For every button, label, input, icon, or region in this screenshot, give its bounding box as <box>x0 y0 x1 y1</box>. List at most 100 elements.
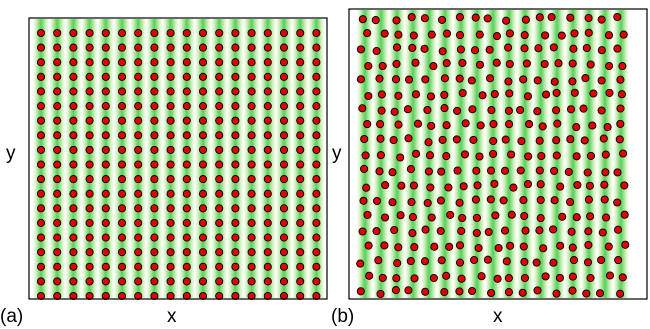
panel-b-particle <box>541 31 550 40</box>
panel-a-particle <box>53 204 62 213</box>
panel-a-particle <box>101 233 110 242</box>
panel-b-particle <box>502 16 511 25</box>
panel-b-particle <box>483 255 492 264</box>
panel-b-particle <box>605 61 614 71</box>
panel-a-particle <box>263 28 272 38</box>
panel-a-particle <box>166 28 175 38</box>
panel-b-particle <box>550 166 559 175</box>
panel-b-particle <box>460 150 470 159</box>
panel-b-particle <box>580 136 589 145</box>
panel-b-particle <box>360 134 369 144</box>
panel-a-particle <box>36 145 46 154</box>
panel-a-particle <box>117 58 127 67</box>
panel-a-particle <box>279 102 289 111</box>
panel-b-particle <box>396 211 405 220</box>
panel-a-particle <box>198 116 208 125</box>
panel-a-particle <box>198 218 208 227</box>
panel-a-particle <box>85 233 94 242</box>
panel-a-particle <box>182 175 191 184</box>
panel-b-particle <box>519 196 528 205</box>
panel-a-particle <box>198 87 208 96</box>
panel-a-particle <box>53 189 62 198</box>
panel-a-particle <box>312 277 321 286</box>
panel-a-particle <box>182 262 191 271</box>
panel-a-particle <box>117 87 127 96</box>
panel-b-particle <box>396 153 405 162</box>
panel-b-particle <box>427 213 436 222</box>
panel-a-particle <box>182 131 191 140</box>
panel-b-particle <box>613 12 622 22</box>
panel-b-particle <box>572 123 581 132</box>
panel-b-particle <box>583 258 593 267</box>
panel-b-particle <box>440 104 449 113</box>
panel-b-particle <box>381 213 390 222</box>
panel-b-particle <box>475 30 484 39</box>
panel-b-particle <box>453 166 462 175</box>
panel-a-particle <box>247 72 256 81</box>
panel-a-particle <box>117 72 127 81</box>
panel-a-particle <box>247 160 256 169</box>
panel-b-particle <box>471 195 480 204</box>
panel-a-particle <box>69 175 78 184</box>
panel-b-particle <box>568 77 577 86</box>
panel-b-particle <box>424 167 433 176</box>
panel-b-particle <box>469 135 478 144</box>
panel-b-particle <box>519 242 528 251</box>
panel-a-particle <box>53 116 62 125</box>
panel-a-particle <box>166 218 175 227</box>
panel-a-particle <box>101 189 110 198</box>
panel-b-particle <box>589 89 598 98</box>
panel-b-particle <box>484 227 493 237</box>
panel-b-particle <box>536 180 545 189</box>
panel-a-stripe <box>211 19 228 298</box>
panel-a-particle <box>312 58 321 67</box>
panel-a-particle <box>231 204 240 213</box>
panel-a-particle <box>312 175 321 184</box>
panel-a-particle <box>53 160 62 169</box>
panel-a-particle <box>279 277 289 286</box>
panel-a-particle <box>117 102 127 111</box>
panel-a-particles <box>36 28 321 301</box>
panel-b-particle <box>598 228 607 237</box>
panel-a-particle <box>296 277 305 286</box>
panel-b-particle <box>381 181 390 190</box>
panel-a-particle <box>296 262 305 271</box>
panel-b-particle <box>364 91 373 101</box>
panel-b-particle <box>564 167 573 176</box>
panel-a-particle <box>36 28 46 38</box>
panel-b-particle <box>534 44 543 53</box>
panel-a-particle <box>85 218 94 227</box>
panel-b-particle <box>442 59 451 68</box>
panel-b-particle <box>378 61 387 71</box>
panel-a-particle <box>134 72 143 81</box>
panel-a-particle <box>36 102 46 111</box>
panel-b-particle <box>452 135 461 144</box>
panel-a-particle <box>198 204 208 213</box>
panel-b-particle <box>605 271 615 280</box>
panel-b-particle <box>440 90 449 99</box>
panel-a-particle <box>69 145 78 154</box>
panel-a-stripe <box>130 19 147 298</box>
panel-a-particle <box>247 189 256 198</box>
panel-b-particle <box>430 242 439 251</box>
panel-a-particle <box>312 248 321 257</box>
panel-a-particle <box>198 175 208 184</box>
panel-b-particle <box>520 44 529 53</box>
panel-b-particle <box>535 13 544 22</box>
panel-b-particle <box>424 138 433 147</box>
panel-a-particle <box>36 189 46 198</box>
panel-a-particle <box>312 262 321 271</box>
panel-b-particle <box>476 121 485 130</box>
panel-b-particle <box>621 240 630 249</box>
panel-a-particle <box>53 277 62 286</box>
panel-b-particle <box>616 75 625 84</box>
panel-a-particle <box>312 43 321 52</box>
panel-b-particle <box>516 166 525 175</box>
panel-a-particle <box>150 72 159 81</box>
panel-b-particle <box>421 75 430 84</box>
panel-a-particle <box>53 102 62 111</box>
panel-a-particle <box>69 116 78 125</box>
panel-a-particle <box>279 262 289 271</box>
panel-a-particle <box>296 116 305 125</box>
panel-b-particle <box>585 181 594 190</box>
